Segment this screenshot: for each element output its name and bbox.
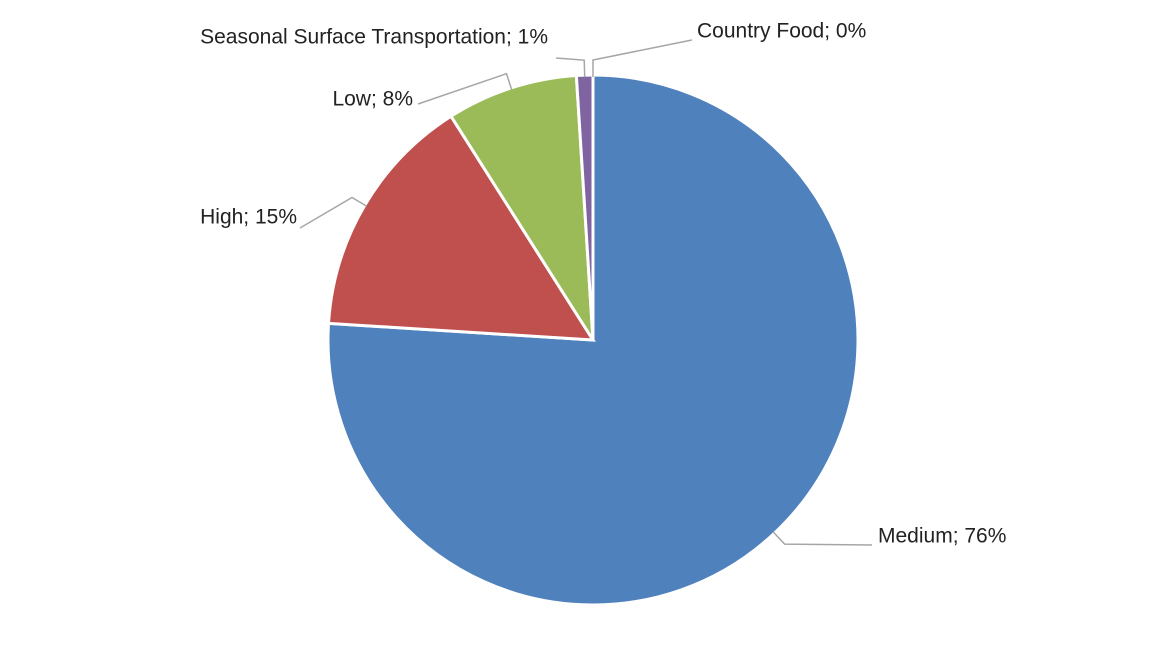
leader-line bbox=[299, 196, 368, 229]
data-label: High; 15% bbox=[200, 206, 297, 229]
leader-line bbox=[592, 39, 693, 77]
data-label: Country Food; 0% bbox=[697, 20, 866, 43]
data-label: Low; 8% bbox=[332, 88, 413, 111]
leader-line bbox=[417, 72, 513, 105]
data-label: Seasonal Surface Transportation; 1% bbox=[200, 26, 548, 49]
leader-line bbox=[772, 531, 873, 546]
leader-line bbox=[555, 57, 586, 78]
data-label: Medium; 76% bbox=[878, 525, 1006, 548]
